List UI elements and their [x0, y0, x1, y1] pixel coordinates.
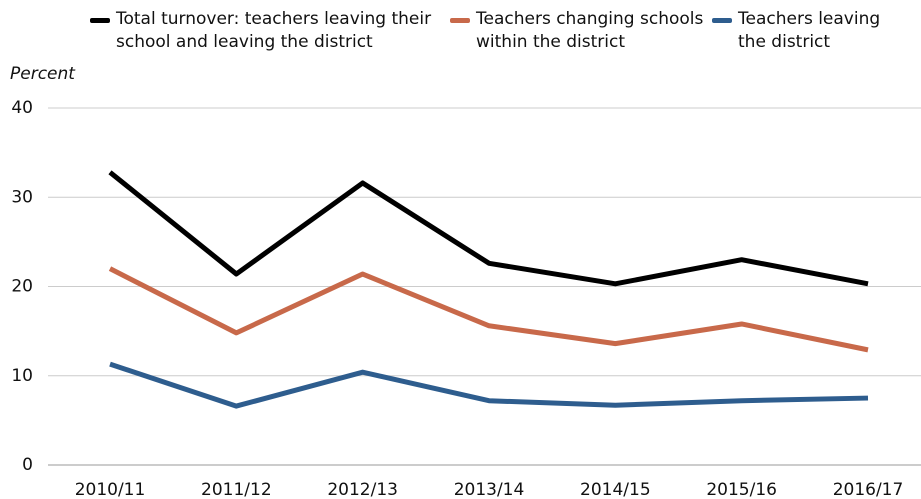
- legend-swatch: [90, 18, 110, 23]
- x-tick-label: 2010/11: [75, 480, 146, 499]
- data-line: [108, 266, 869, 353]
- y-tick-label: 10: [11, 366, 33, 386]
- y-axis-label: Percent: [10, 64, 76, 84]
- legend-entry: Teachers changing schools within the dis…: [450, 8, 716, 54]
- legend-label: Teachers changing schools within the dis…: [476, 9, 704, 52]
- legend-swatch: [450, 18, 470, 23]
- legend-swatch: [712, 18, 732, 23]
- x-tick-label: 2011/12: [201, 480, 272, 499]
- data-line: [108, 170, 869, 287]
- x-tick-label: 2013/14: [454, 480, 525, 499]
- y-tick-label: 20: [11, 277, 33, 297]
- data-line: [109, 361, 869, 409]
- legend-entry: Teachers leaving the district: [712, 8, 898, 54]
- x-tick-label: 2014/15: [580, 480, 651, 499]
- x-tick-label: 2012/13: [327, 480, 398, 499]
- legend-label: Teachers leaving the district: [738, 9, 881, 52]
- legend-label: Total turnover: teachers leaving their s…: [116, 9, 432, 52]
- x-tick-label: 2016/17: [833, 480, 904, 499]
- x-tick-label: 2015/16: [706, 480, 777, 499]
- y-tick-label: 0: [22, 455, 33, 475]
- y-tick-label: 30: [11, 187, 33, 207]
- y-tick-label: 40: [11, 98, 33, 118]
- legend-entry: Total turnover: teachers leaving their s…: [90, 8, 436, 54]
